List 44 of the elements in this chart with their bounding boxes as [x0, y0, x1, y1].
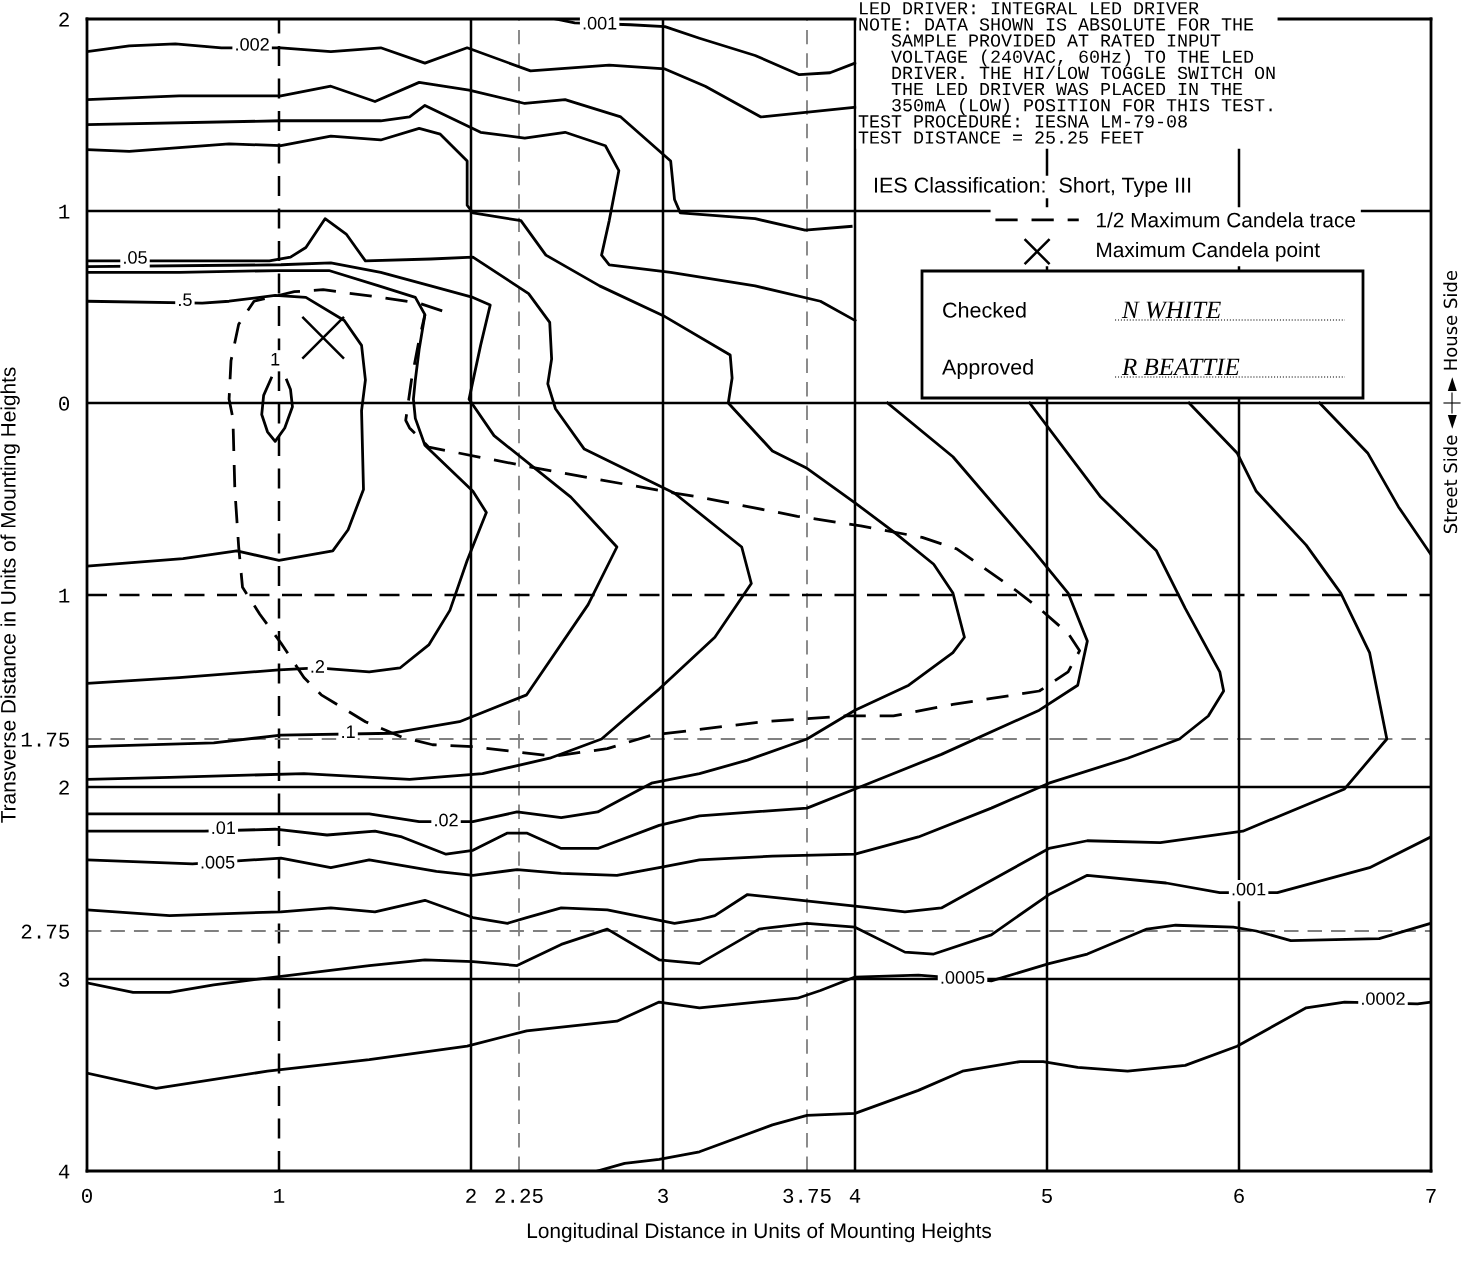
- x-tick-label: 3.75: [783, 1188, 831, 1203]
- text: ► House Side: [1443, 270, 1458, 391]
- y-tick-label: 0: [59, 396, 70, 411]
- x-tick-label: 2: [466, 1188, 476, 1203]
- annotation: R BEATTIE: [1121, 358, 1240, 376]
- annotation: .01: [212, 821, 235, 835]
- annotation: IES Classification: Short, Type III: [874, 176, 1191, 198]
- x-tick-label: 5: [1042, 1189, 1052, 1203]
- annotation: .1: [342, 725, 355, 738]
- x-tick-label: 7: [1426, 1189, 1436, 1203]
- y-tick-label: 1: [59, 204, 70, 219]
- annotation: .02: [435, 813, 458, 827]
- annotation: .2: [311, 660, 325, 673]
- annotation: .5: [179, 293, 192, 307]
- annotation: Checked: [943, 301, 1026, 318]
- y-tick-label: 2: [59, 780, 69, 795]
- annotation: .05: [124, 251, 147, 264]
- y-tick-label: 2: [59, 12, 69, 27]
- x-axis-title: Longitudinal Distance in Units of Mounting Heights: [527, 1222, 992, 1243]
- x-tick-label: 6: [1234, 1188, 1244, 1203]
- text: LED DRIVER: INTEGRAL LED DRIVER NOTE: DATA SHOWN IS ABSOLUTE FOR THE SAMPLE PROVIDED AT RATED INPUT VOLTAGE (240VAC, 60Hz) TO THE LED DRIVER. THE HI/LOW TOGGLE SWITCH ON THE LED DRIVER WAS PLACED IN THE 350mA (LOW) POSITION FOR THIS TEST. TEST PROCEDURE: IESNA LM-79-08 TEST DISTANCE = 25.25 FEET: [858, 2, 1275, 144]
- annotation: .0002: [1362, 992, 1405, 1005]
- annotation: Approved: [942, 358, 1033, 380]
- x-tick-label: 2.25: [495, 1188, 543, 1203]
- annotation: .001: [583, 16, 617, 30]
- annotation: N WHITE: [1121, 301, 1221, 319]
- annotation: .005: [201, 855, 235, 869]
- text: Street Side ◄: [1443, 415, 1458, 534]
- legend-label: Maximum Candela point: [1097, 241, 1320, 262]
- y-axis-title: Transverse Distance in Units of Mounting Heights: [0, 367, 20, 823]
- annotation: .001: [1232, 882, 1266, 896]
- y-tick-label: 2.75: [21, 924, 69, 939]
- x-tick-label: 0: [82, 1188, 92, 1203]
- annotation: .0005: [941, 971, 985, 984]
- legend-label: 1/2 Maximum Candela trace: [1097, 212, 1356, 228]
- y-tick-label: 4: [58, 1164, 70, 1179]
- y-tick-label: 3: [59, 972, 70, 987]
- annotation: .002: [236, 37, 269, 51]
- y-tick-label: 1: [59, 588, 70, 603]
- y-tick-label: 1.75: [21, 732, 69, 747]
- x-tick-label: 1: [274, 1189, 285, 1203]
- x-tick-label: 4: [849, 1189, 861, 1203]
- annotation: 1: [271, 353, 280, 366]
- x-tick-label: 3: [658, 1188, 668, 1203]
